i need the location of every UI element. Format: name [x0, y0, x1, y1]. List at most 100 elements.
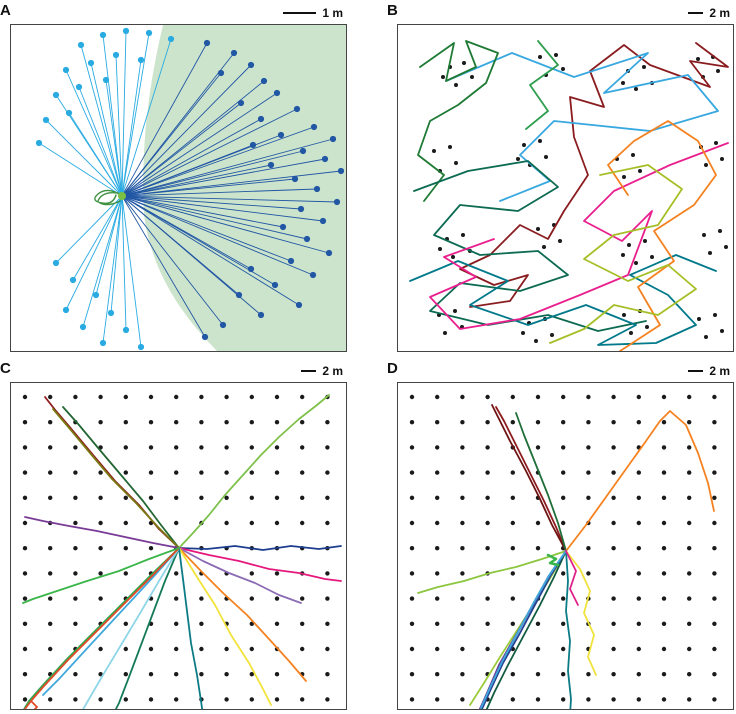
- landmark-dot: [554, 53, 558, 57]
- landmark-dot: [718, 229, 722, 233]
- landmark-dot: [274, 495, 280, 500]
- ray-line: [121, 126, 315, 197]
- landmark-dot: [409, 596, 415, 601]
- panel-a-label: A: [0, 2, 11, 19]
- landmark-dot: [611, 571, 616, 576]
- landmark-dot: [561, 697, 566, 702]
- landmark-dot: [249, 495, 254, 500]
- landmark-dot: [224, 520, 229, 526]
- ray-endpoint-dot: [235, 291, 243, 299]
- landmark-dot: [485, 420, 490, 425]
- landmark-dot: [535, 394, 541, 400]
- landmark-dot: [712, 470, 717, 475]
- landmark-dot: [123, 394, 128, 400]
- ray-line: [68, 112, 123, 197]
- panel-b-scale-bar: 2 m: [688, 7, 730, 19]
- landmark-dot: [48, 470, 53, 475]
- landmark-dot: [435, 621, 440, 626]
- landmark-dot: [636, 520, 641, 526]
- landmark-dot: [409, 621, 415, 626]
- landmark-dot: [274, 621, 280, 626]
- landmark-dot: [199, 445, 204, 450]
- landmark-dot: [687, 495, 692, 500]
- ray-endpoint-dot: [112, 51, 120, 59]
- landmark-dot: [586, 495, 591, 500]
- landmark-dot: [611, 596, 616, 601]
- ray-endpoint-dot: [102, 76, 110, 84]
- ray-line: [121, 38, 172, 197]
- landmark-dot: [435, 546, 440, 551]
- ray-endpoint-dot: [203, 39, 211, 47]
- landmark-dot: [148, 495, 154, 500]
- landmark-dot: [712, 394, 717, 400]
- landmark-dot: [535, 520, 541, 526]
- trajectory-path: [178, 547, 204, 709]
- ray-endpoint-dot: [107, 309, 115, 317]
- landmark-dot: [561, 672, 566, 677]
- panel-b-plot: [397, 24, 734, 352]
- landmark-dot: [636, 697, 641, 702]
- trajectory-path: [178, 394, 330, 549]
- landmark-dot: [123, 571, 128, 576]
- landmark-dot: [325, 596, 330, 601]
- ray-endpoint-dot: [297, 205, 305, 213]
- landmark-dot: [123, 672, 128, 677]
- landmark-dot: [634, 261, 638, 265]
- ray-endpoint-dot: [260, 77, 268, 85]
- landmark-dot: [432, 149, 436, 153]
- landmark-dot: [224, 420, 229, 425]
- landmark-dot: [300, 495, 305, 500]
- ray-endpoint-dot: [62, 66, 70, 74]
- landmark-dot: [98, 646, 103, 652]
- landmark-dot: [300, 697, 305, 702]
- landmark-dot: [22, 672, 28, 677]
- landmark-dot: [274, 697, 280, 702]
- panel-c: C 2 m: [0, 360, 347, 710]
- landmark-dot: [274, 445, 280, 450]
- trajectory-path: [114, 547, 180, 709]
- ray-endpoint-dot: [273, 89, 281, 97]
- ray-endpoint-dot: [257, 311, 265, 319]
- panel-a-header: A 1 m: [0, 2, 345, 24]
- ray-endpoint-dot: [145, 29, 153, 37]
- landmark-dot: [22, 420, 28, 425]
- landmark-dot: [174, 520, 179, 526]
- landmark-dot: [510, 495, 515, 500]
- landmark-dot: [460, 470, 465, 475]
- trajectory-path: [565, 550, 579, 606]
- landmark-dot: [535, 571, 541, 576]
- landmark-dot: [661, 420, 667, 425]
- landmark-dot: [636, 621, 641, 626]
- trajectory-path: [515, 412, 567, 552]
- landmark-dot: [712, 697, 717, 702]
- landmark-dot: [174, 470, 179, 475]
- landmark-dot: [148, 445, 154, 450]
- panel-a-plot: [10, 24, 347, 352]
- landmark-dot: [409, 697, 415, 702]
- ray-endpoint-dot: [295, 301, 303, 309]
- landmark-dot: [199, 672, 204, 677]
- ray-endpoint-dot: [313, 185, 321, 193]
- landmark-dot: [661, 394, 667, 400]
- landmark-dot: [460, 445, 465, 450]
- landmark-dot: [325, 697, 330, 702]
- landmark-dot: [485, 520, 490, 526]
- ray-endpoint-dot: [35, 139, 43, 147]
- ray-endpoint-dot: [137, 343, 145, 351]
- landmark-dot: [325, 520, 330, 526]
- landmark-dot: [435, 596, 440, 601]
- landmark-dot: [48, 546, 53, 551]
- landmark-dot: [73, 445, 78, 450]
- landmark-dot: [712, 420, 717, 425]
- landmark-dot: [123, 621, 128, 626]
- landmark-dot: [643, 239, 647, 243]
- landmark-dot: [636, 646, 641, 652]
- landmark-dot: [409, 546, 415, 551]
- landmark-dot: [325, 621, 330, 626]
- ray-endpoint-dot: [65, 109, 73, 117]
- trajectory-path: [480, 550, 567, 709]
- landmark-dot: [325, 420, 330, 425]
- landmark-dot: [485, 470, 490, 475]
- landmark-dot: [249, 445, 254, 450]
- ray-endpoint-dot: [79, 323, 87, 331]
